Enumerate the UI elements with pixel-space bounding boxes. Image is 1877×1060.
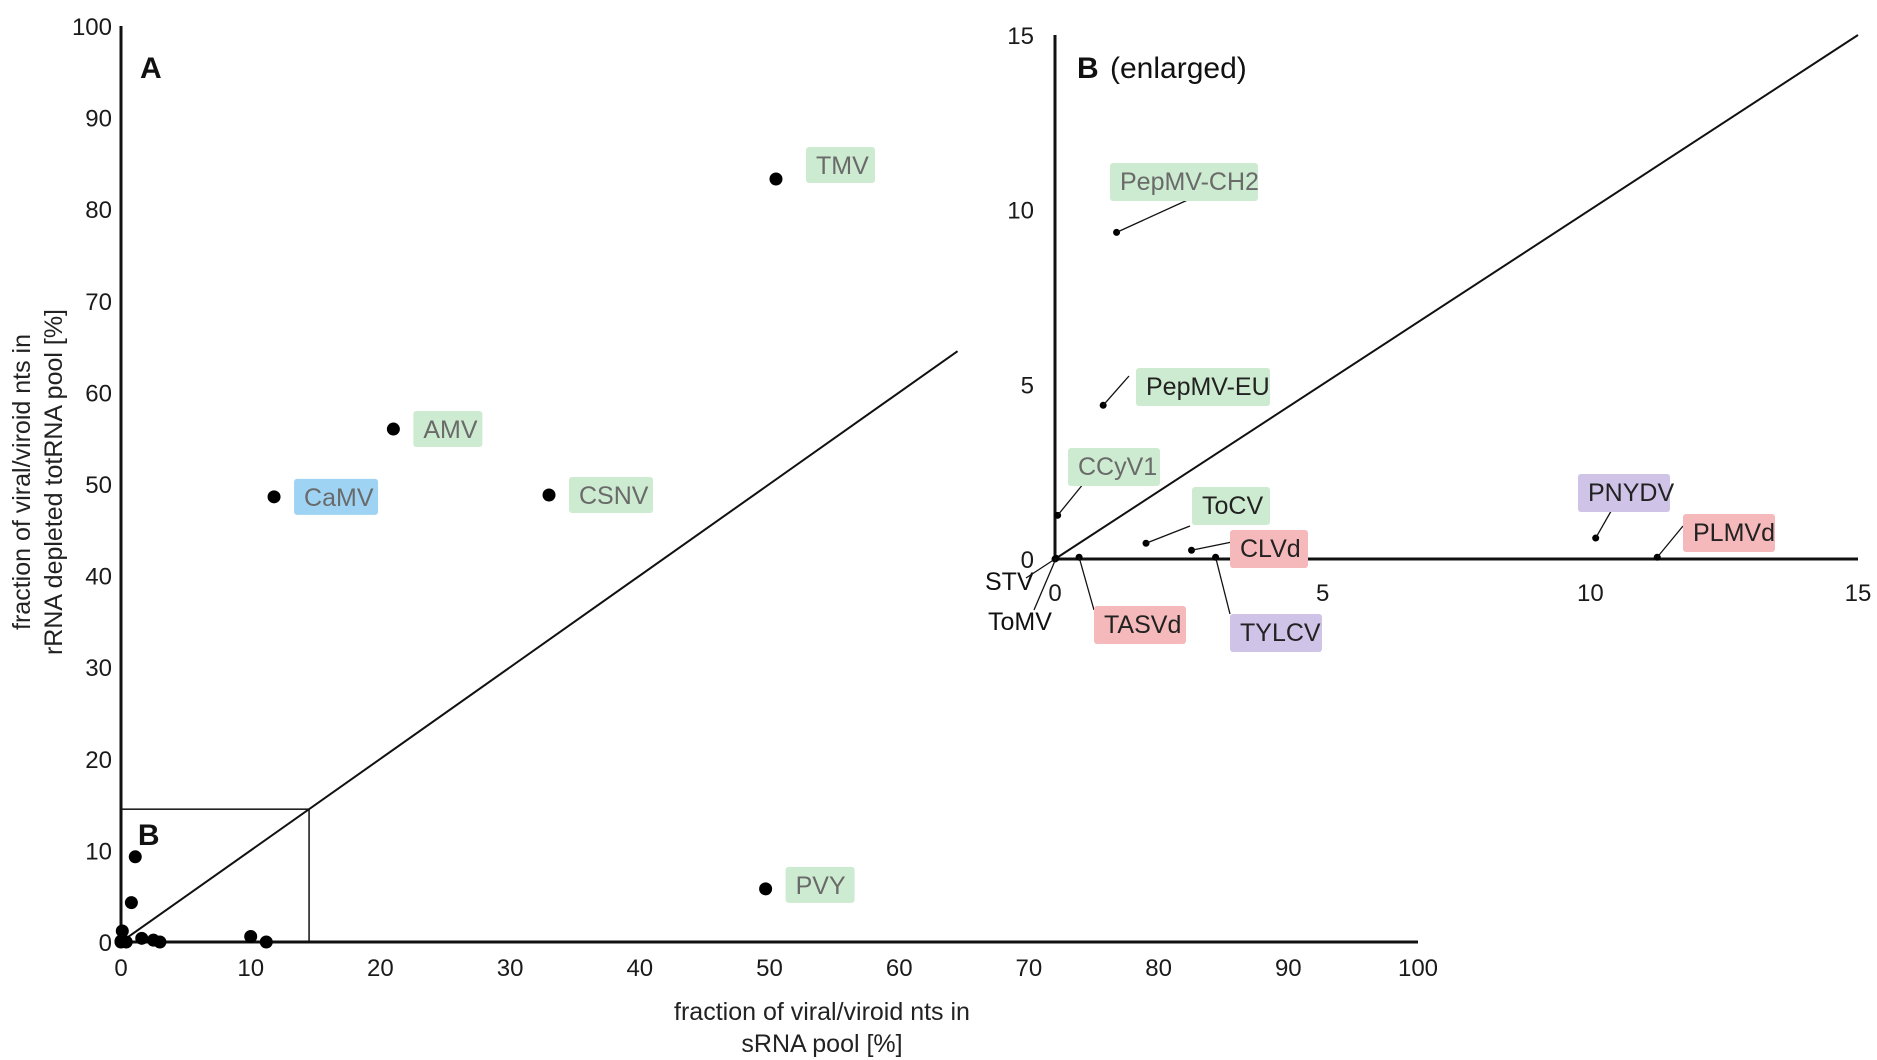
b-x-tick-label: 5 [1316,580,1329,607]
data-point-csnv [542,488,556,502]
panel-b-enlarged-chart: 0 5 10 15 0 5 10 15 B (enlarged) PepMV-CH2 PepMV-EU… [985,23,1871,652]
x-tick-label: 20 [367,955,394,982]
panel-b-title-letter: B [1077,52,1099,85]
point-label-tmv: TMV [816,152,869,180]
b-point-label-stv: STV [985,568,1034,596]
x-tick-label: 80 [1145,955,1172,982]
x-axis-title-line1: fraction of viral/viroid nts in [674,998,970,1026]
b-point-label-pepmv-ch2: PepMV-CH2 [1120,168,1259,196]
point-label-camv: CaMV [304,484,374,512]
b-y-tick-label: 5 [1021,372,1034,399]
y-tick-label: 90 [85,106,112,133]
y-tick-label: 40 [85,564,112,591]
data-point-plmvd [259,935,273,949]
b-point-label-pepmv-eu: PepMV-EU [1146,373,1270,401]
b-point-label-tocv: ToCV [1202,492,1263,520]
y-tick-label: 100 [72,14,112,41]
point-label-amv: AMV [423,416,478,444]
y-tick-label: 0 [99,930,112,957]
y-tick-label: 50 [85,472,112,499]
b-leader-plmvd [1656,525,1684,558]
b-y-tick-label: 10 [1007,198,1034,225]
data-point-pvy [759,882,773,896]
label-box-amv [413,411,483,448]
b-leader-tomv [1033,558,1057,611]
x-tick-label: 90 [1275,955,1302,982]
x-tick-label: 30 [497,955,524,982]
y-tick-label: 60 [85,380,112,407]
label-box-csnv [569,476,654,513]
b-label-box-ccyv1 [1068,448,1160,486]
data-point-pepmv-ch2 [128,850,142,864]
x-axis-title-line2: sRNA pool [%] [741,1030,902,1058]
y-axis-title-line2: rRNA depleted totRNA pool [%] [40,309,68,655]
y-axis-title-line1: fraction of viral/viroid nts in [8,334,36,630]
x-tick-label: 0 [114,955,127,982]
b-label-box-tasvd [1094,606,1186,644]
panel-a-title: A [140,52,162,85]
b-label-box-plmvd [1683,514,1775,552]
data-point-tocv [135,931,149,945]
b-leader-clvd [1191,541,1233,551]
b-x-tick-label: 0 [1048,580,1061,607]
b-leader-stv [1025,558,1056,579]
x-tick-label: 60 [886,955,913,982]
x-tick-label: 70 [1016,955,1043,982]
x-tick-label: 40 [626,955,653,982]
b-x-tick-label: 15 [1845,580,1872,607]
b-y-tick-label: 15 [1007,23,1034,50]
b-point-label-tomv: ToMV [988,608,1052,636]
b-leader-tylcv [1214,557,1231,615]
inset-box-b [120,808,310,943]
b-point-label-clvd: CLVd [1240,535,1301,563]
y-tick-label: 70 [85,289,112,316]
inset-box-label: B [138,819,160,852]
x-tick-label: 50 [756,955,783,982]
y-tick-label: 10 [85,838,112,865]
y-axis-title: fraction of viral/viroid nts in rRNA depl… [8,309,68,655]
panel-a-chart: 0 10 20 30 40 50 60 70 80 90 100010203040506070809… [8,14,1438,1058]
b-leader-pepmv-ch2 [1116,197,1193,233]
b-label-box-pepmv-ch2 [1110,163,1258,201]
data-point-camv [267,490,281,504]
data-point-amv [386,422,400,436]
b-label-box-pnydv [1578,474,1670,512]
data-point-tylcv [153,935,167,949]
b-leader-tocv [1145,525,1191,544]
x-tick-label: 10 [237,955,264,982]
y-tick-label: 20 [85,747,112,774]
b-label-box-pepmv-eu [1136,368,1270,406]
diagonal-line [120,350,959,943]
point-label-pvy: PVY [796,872,846,900]
b-diagonal-line [1054,34,1859,560]
b-label-box-tocv [1192,487,1270,525]
point-label-csnv: CSNV [579,482,649,510]
data-point-pnydv [244,930,258,944]
y-tick-label: 30 [85,655,112,682]
panel-b-title-suffix: (enlarged) [1110,52,1247,85]
b-leader-tasvd [1078,557,1095,611]
data-point-tmv [769,172,783,186]
b-label-box-tylcv [1230,614,1322,652]
b-x-tick-label: 10 [1577,580,1604,607]
b-point-label-tylcv: TYLCV [1240,619,1321,647]
b-leader-pepmv-eu [1102,375,1130,406]
label-box-tmv [805,146,875,183]
b-y-tick-label: 0 [1021,547,1034,574]
label-box-pvy [785,866,855,903]
y-tick-label: 80 [85,197,112,224]
b-point-label-ccyv1: CCyV1 [1078,453,1157,481]
label-box-camv [294,478,379,515]
b-point-label-tasvd: TASVd [1104,611,1181,639]
data-point-pepmv-eu [124,896,138,910]
data-point-ccyv1 [115,924,129,938]
b-point-label-plmvd: PLMVd [1693,519,1775,547]
x-tick-label: 100 [1398,955,1438,982]
data-point-tomv [114,934,128,948]
b-point-label-pnydv: PNYDV [1588,479,1674,507]
b-label-box-clvd [1230,530,1308,568]
